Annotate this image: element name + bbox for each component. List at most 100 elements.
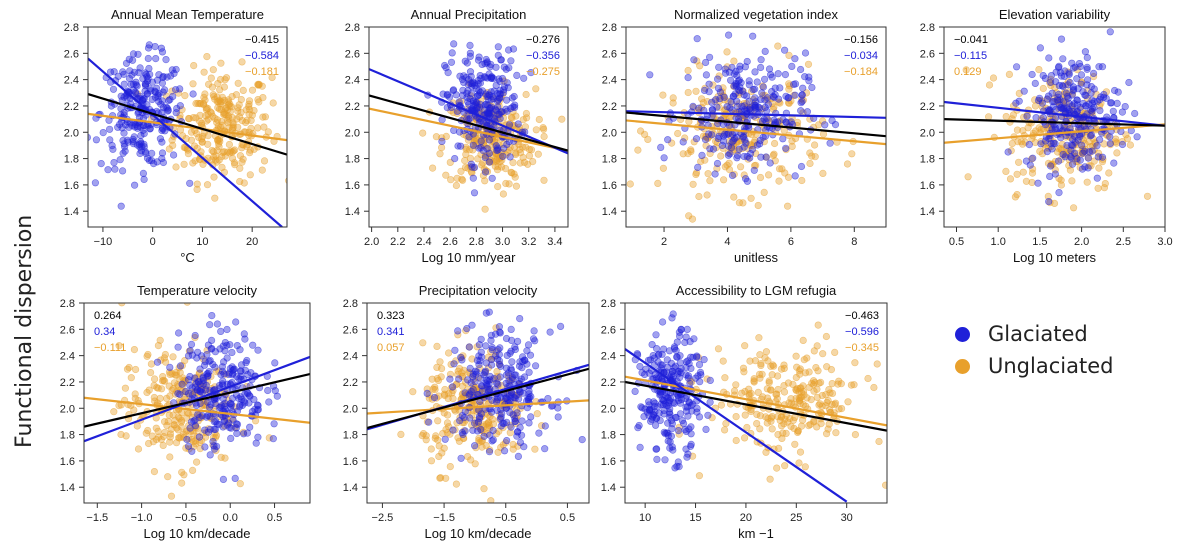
unglaciated-point	[1028, 165, 1037, 173]
unglaciated-point	[178, 106, 186, 114]
y-tick-label: 2.0	[920, 127, 935, 139]
glaciated-point	[738, 102, 746, 110]
glaciated-point	[143, 154, 152, 162]
glaciated-point	[120, 140, 128, 148]
glaciated-point	[151, 42, 159, 51]
glaciated-point	[531, 362, 540, 370]
glaciated-point	[1023, 112, 1031, 120]
glaciated-point	[240, 397, 248, 405]
glaciated-point	[204, 398, 212, 406]
unglaciated-point	[203, 181, 212, 189]
unglaciated-point	[170, 379, 178, 387]
unglaciated-point	[747, 194, 755, 202]
glaciated-point	[464, 80, 472, 89]
glaciated-point	[148, 157, 156, 165]
glaciated-point	[676, 359, 684, 367]
panel-7: Accessibility to LGM refugia 1.4 1.6 1.8 2.0…	[601, 283, 956, 541]
glaciated-point	[645, 398, 653, 406]
glaciated-point	[502, 105, 510, 113]
glaciated-point	[458, 356, 466, 364]
glaciated-point	[727, 98, 735, 106]
overall-fit-line	[625, 380, 887, 432]
unglaciated-point	[431, 434, 439, 442]
y-axis-title-container: Functional dispersion	[0, 0, 40, 551]
glaciated-point	[740, 91, 748, 99]
glaciated-point	[757, 153, 765, 161]
unglaciated-point	[736, 163, 745, 171]
glaciated-point	[265, 398, 273, 406]
unglaciated-point	[801, 463, 809, 471]
unglaciated-point	[502, 439, 510, 447]
glaciated-point	[784, 94, 792, 102]
unglaciated-point	[590, 124, 597, 131]
unglaciated-point	[949, 424, 956, 431]
y-axis-title: Functional dispersion	[12, 215, 37, 448]
glaciated-point	[473, 356, 482, 365]
glaciated-point	[664, 136, 672, 144]
unglaciated-point	[730, 57, 738, 65]
y-tick-label: 2.6	[60, 324, 75, 336]
glaciated-point	[110, 159, 118, 167]
glaciated-point	[204, 372, 212, 380]
unglaciated-point	[158, 377, 167, 385]
glaciated-point	[237, 361, 246, 369]
unglaciated-correlation: 0.057	[377, 342, 405, 354]
unglaciated-point	[540, 132, 548, 141]
glaciated-point	[1082, 102, 1090, 110]
glaciated-point	[768, 73, 776, 81]
glaciated-point	[115, 120, 124, 128]
unglaciated-point	[1013, 170, 1021, 178]
glaciated-point	[489, 74, 498, 83]
unglaciated-point	[774, 444, 783, 453]
unglaciated-point	[831, 400, 839, 409]
glaciated-point	[133, 122, 141, 131]
unglaciated-point	[784, 418, 792, 426]
unglaciated-point	[445, 349, 453, 357]
glaciated-point	[507, 423, 515, 431]
x-tick-label: 8	[851, 236, 857, 248]
unglaciated-point	[1019, 168, 1027, 176]
unglaciated-point	[757, 361, 765, 370]
glaciated-point	[104, 166, 112, 174]
glaciated-point	[186, 347, 194, 355]
unglaciated-point	[480, 485, 488, 493]
glaciated-point	[1095, 136, 1104, 144]
glaciated-point	[701, 58, 710, 67]
unglaciated-point	[634, 146, 642, 154]
glaciated-point	[153, 358, 162, 366]
glaciated-point	[271, 359, 279, 367]
overall-fit-line	[626, 111, 886, 138]
x-tick-label: 2.5	[1116, 236, 1131, 248]
glaciated-point	[791, 172, 799, 180]
glaciated-point	[186, 424, 194, 432]
unglaciated-point	[462, 143, 470, 151]
unglaciated-point	[236, 113, 244, 121]
glaciated-point	[184, 442, 193, 450]
x-axis-label: km −1	[738, 526, 774, 541]
glaciated-point	[511, 394, 519, 402]
y-tick-label: 2.6	[601, 324, 616, 336]
unglaciated-point	[692, 87, 700, 95]
glaciated-point	[529, 335, 538, 343]
unglaciated-point	[452, 181, 461, 190]
unglaciated-point	[767, 362, 775, 370]
glaciated-point	[158, 48, 167, 56]
unglaciated-point	[522, 90, 530, 99]
glaciated-point	[1131, 109, 1139, 118]
x-tick-label: 2.6	[443, 236, 458, 248]
glaciated-point	[705, 88, 713, 96]
y-tick-label: 1.8	[64, 154, 79, 166]
glaciated-point	[148, 149, 156, 157]
glaciated-point	[193, 354, 201, 362]
glaciated-point	[493, 146, 501, 154]
glaciated-point	[457, 142, 465, 150]
glaciated-point	[191, 331, 199, 340]
unglaciated-point	[764, 171, 773, 179]
glaciated-point	[1090, 85, 1098, 93]
unglaciated-point	[875, 437, 883, 446]
unglaciated-point	[238, 144, 246, 152]
unglaciated-point	[434, 376, 443, 385]
glaciated-point	[496, 90, 504, 98]
unglaciated-point	[202, 112, 210, 120]
unglaciated-point	[168, 136, 176, 144]
